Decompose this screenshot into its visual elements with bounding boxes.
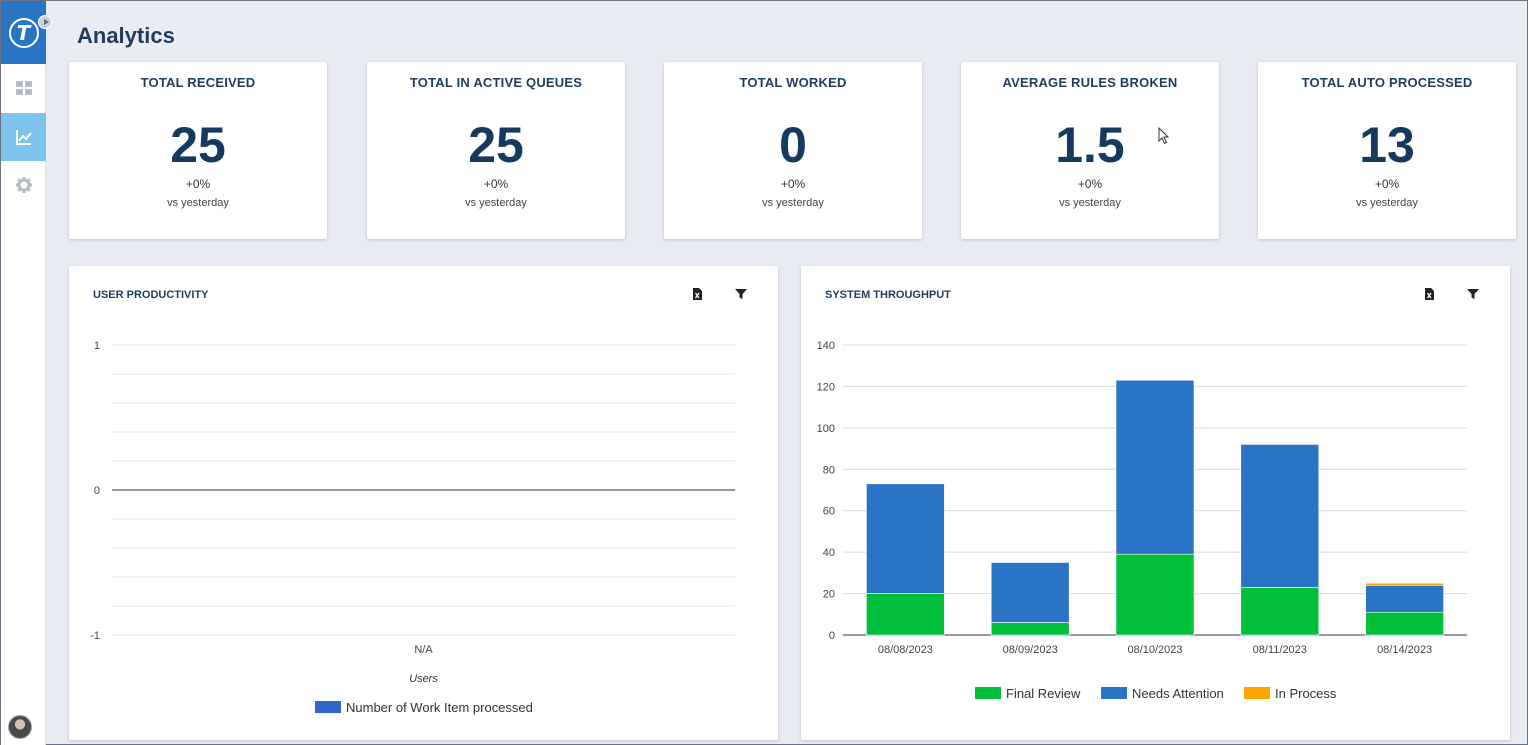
bar-segment: [990, 622, 1070, 636]
y-tick-label: 1: [94, 340, 100, 352]
sidebar-item-analytics[interactable]: [1, 113, 46, 161]
excel-export-button[interactable]: [1421, 286, 1437, 302]
system-throughput-panel: SYSTEM THROUGHPUT 0 20 40 60 80 100 120 140 08/0…: [801, 266, 1510, 740]
bar-segment: [1240, 587, 1320, 636]
y-tick-label: 80: [823, 464, 835, 476]
app-logo[interactable]: T: [1, 1, 52, 64]
y-tick-label: 100: [817, 423, 835, 435]
stat-comparison: vs yesterday: [1356, 197, 1418, 209]
y-tick-label: 140: [817, 340, 835, 352]
excel-export-icon: [693, 288, 702, 300]
excel-export-button[interactable]: [689, 286, 705, 302]
panel-title: USER PRODUCTIVITY: [93, 289, 209, 301]
x-tick-label: 08/08/2023: [878, 644, 933, 656]
bar-segment: [1115, 553, 1195, 636]
sidebar-item-settings[interactable]: [1, 161, 46, 209]
stat-comparison: vs yesterday: [762, 197, 824, 209]
sidebar: T: [1, 1, 52, 745]
filter-icon: [735, 289, 747, 299]
x-tick-label: N/A: [414, 644, 433, 656]
excel-export-icon: [1425, 288, 1434, 300]
legend-swatch: [315, 701, 341, 713]
stat-delta: +0%: [780, 177, 806, 191]
stat-card-total-received: TOTAL RECEIVED 25 +0% vs yesterday: [69, 62, 327, 239]
x-tick-label: 08/11/2023: [1253, 644, 1307, 656]
sidebar-expand-icon[interactable]: [38, 15, 52, 29]
stat-delta: +0%: [1077, 177, 1103, 191]
filter-button[interactable]: [1465, 286, 1481, 302]
stat-card-total-auto-processed: TOTAL AUTO PROCESSED 13 +0% vs yesterday: [1258, 62, 1516, 239]
y-tick-label: 60: [823, 506, 835, 518]
stat-delta: +0%: [483, 177, 509, 191]
y-tick-label: 120: [817, 381, 835, 393]
stat-comparison: vs yesterday: [167, 197, 229, 209]
sidebar-item-dashboard[interactable]: [1, 64, 46, 112]
bar-segment: [866, 593, 945, 636]
system-throughput-chart: 0 20 40 60 80 100 120 140 08/08/2023 08/09/2023 08…: [817, 340, 1467, 701]
bar-segment: [1365, 611, 1444, 636]
stat-comparison: vs yesterday: [465, 197, 527, 209]
user-productivity-chart: 1 0 -1 N/A Users Number of Work Item processe…: [90, 340, 735, 715]
x-tick-label: 08/10/2023: [1127, 644, 1182, 656]
filter-icon: [1467, 289, 1479, 299]
bar-segment: [866, 483, 945, 594]
stat-card-average-rules-broken: AVERAGE RULES BROKEN 1.5 +0% vs yesterda…: [961, 62, 1219, 239]
stat-delta: +0%: [185, 177, 211, 191]
panel-title: SYSTEM THROUGHPUT: [825, 289, 951, 301]
dashboard-icon: [15, 81, 32, 95]
stat-title: TOTAL AUTO PROCESSED: [1301, 75, 1473, 90]
analytics-chart-icon: [15, 130, 32, 145]
stat-card-total-worked: TOTAL WORKED 0 +0% vs yesterday: [664, 62, 922, 239]
logo-mark: T: [8, 17, 39, 48]
legend-label: In Process: [1275, 686, 1337, 701]
legend-swatch: [1101, 687, 1127, 699]
stat-value: 0: [779, 117, 807, 173]
bar-segment: [1115, 379, 1195, 555]
y-tick-label: -1: [90, 630, 100, 642]
stat-title: TOTAL WORKED: [739, 75, 847, 90]
stat-value: 25: [170, 117, 226, 173]
stat-comparison: vs yesterday: [1059, 197, 1121, 209]
gear-icon: [15, 177, 32, 193]
legend-swatch: [975, 687, 1001, 699]
mouse-cursor-icon: [1158, 127, 1170, 145]
bar-segment: [1365, 582, 1444, 586]
stat-value: 25: [468, 117, 524, 173]
legend-label: Number of Work Item processed: [346, 700, 533, 715]
bar-segment: [1365, 584, 1444, 613]
stat-delta: +0%: [1374, 177, 1400, 191]
legend-label: Final Review: [1006, 686, 1081, 701]
x-tick-label: 08/09/2023: [1003, 644, 1058, 656]
stat-title: AVERAGE RULES BROKEN: [1002, 75, 1178, 90]
stat-title: TOTAL IN ACTIVE QUEUES: [409, 75, 583, 90]
page-title: Analytics: [77, 23, 175, 48]
bar-segment: [1240, 444, 1320, 588]
filter-button[interactable]: [733, 286, 749, 302]
y-tick-label: 40: [823, 547, 835, 559]
stat-title: TOTAL RECEIVED: [140, 75, 256, 90]
legend-swatch: [1244, 687, 1270, 699]
x-axis-title: Users: [409, 673, 438, 685]
bar-segment: [990, 562, 1070, 623]
x-tick-label: 08/14/2023: [1377, 644, 1432, 656]
stat-value: 1.5: [1055, 117, 1125, 173]
user-avatar[interactable]: [8, 715, 32, 739]
y-tick-label: 0: [829, 630, 835, 642]
stat-value: 13: [1359, 117, 1415, 173]
y-tick-label: 20: [823, 589, 835, 601]
y-tick-label: 0: [94, 485, 100, 497]
legend-label: Needs Attention: [1132, 686, 1224, 701]
user-productivity-panel: USER PRODUCTIVITY 1 0 -1 N/A Users Number of …: [69, 266, 778, 740]
stat-card-total-in-active-queues: TOTAL IN ACTIVE QUEUES 25 +0% vs yesterd…: [367, 62, 625, 239]
